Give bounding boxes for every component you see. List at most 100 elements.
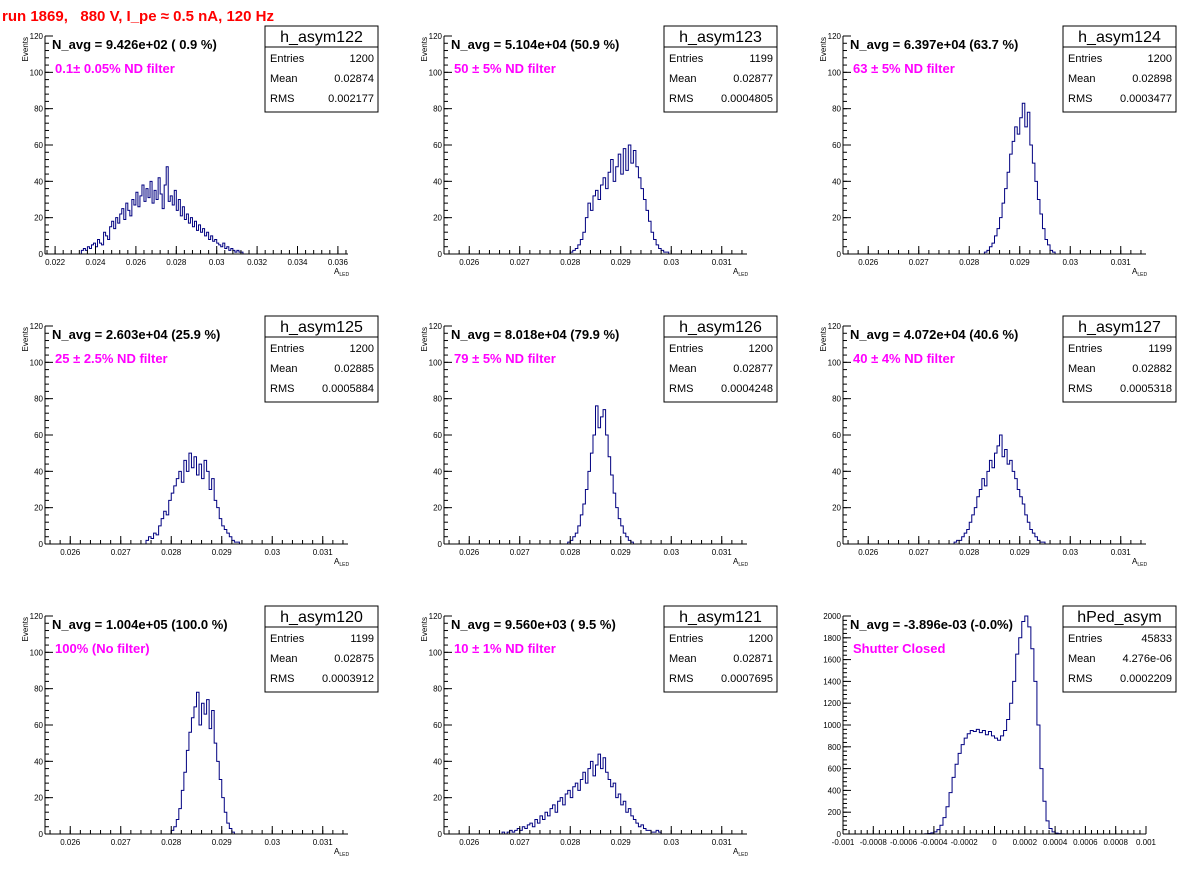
y-axis-title: Events	[21, 617, 30, 641]
y-tick-label: 1200	[823, 699, 841, 708]
y-tick-label: 0	[39, 250, 44, 259]
x-tick-label: 0.031	[313, 838, 334, 847]
filter-note: 79 ± 5% ND filter	[454, 351, 556, 366]
x-tick-label: 0.027	[111, 548, 132, 557]
y-tick-label: 600	[828, 765, 842, 774]
y-tick-label: 20	[832, 504, 841, 513]
y-tick-label: 80	[433, 685, 442, 694]
stats-value: 0.002177	[328, 93, 374, 105]
x-axis-title: ALED	[1132, 557, 1147, 568]
x-tick-label: 0.0008	[1103, 838, 1128, 847]
y-tick-label: 80	[34, 395, 43, 404]
stats-box	[1062, 315, 1177, 403]
x-axis-title-subscript: LED	[738, 852, 748, 858]
histogram-bars	[45, 166, 346, 255]
y-tick-label: 60	[34, 431, 43, 440]
stats-value: 0.0005884	[322, 383, 374, 395]
x-tick-label: -0.0002	[951, 838, 979, 847]
y-tick-label: 20	[34, 794, 43, 803]
stats-value: 1200	[749, 633, 773, 645]
y-tick-label: 1000	[823, 721, 841, 730]
x-tick-label: 0.026	[126, 258, 147, 267]
stats-label: Entries	[669, 53, 704, 65]
y-tick-label: 40	[433, 467, 442, 476]
y-tick-label: 60	[433, 431, 442, 440]
x-tick-label: 0.031	[712, 548, 733, 557]
y-tick-label: 80	[433, 105, 442, 114]
filter-note: 10 ± 1% ND filter	[454, 641, 556, 656]
filter-note: 100% (No filter)	[55, 641, 150, 656]
histogram-bars	[444, 753, 747, 835]
run-title: run 1869, 880 V, I_pe ≈ 0.5 nA, 120 Hz	[2, 8, 274, 25]
y-tick-label: 120	[30, 32, 44, 41]
navg-title: N_avg = 9.426e+02 ( 0.9 %)	[52, 37, 217, 52]
x-tick-label: 0.027	[111, 838, 132, 847]
y-tick-label: 60	[832, 431, 841, 440]
stats-value: 0.02877	[733, 363, 773, 375]
x-tick-label: 0.028	[161, 838, 182, 847]
y-tick-label: 80	[832, 395, 841, 404]
stats-value: 1200	[1148, 53, 1172, 65]
x-tick-label: 0.027	[510, 258, 531, 267]
x-axis-title-subscript: LED	[339, 562, 349, 568]
stats-label: Mean	[270, 363, 298, 375]
filter-note: 63 ± 5% ND filter	[853, 61, 955, 76]
histogram-panel-h_asym124: 0.026 0.027 0.028 0.029 0.03 0.031 0 20 40 60 80 10…	[819, 25, 1177, 278]
stats-value: 0.0004248	[721, 383, 773, 395]
y-tick-label: 100	[828, 68, 842, 77]
filter-note: Shutter Closed	[853, 641, 946, 656]
x-axis-title: ALED	[733, 267, 748, 278]
x-tick-label: 0.03	[209, 258, 225, 267]
x-axis-title-subscript: LED	[1137, 562, 1147, 568]
x-tick-label: 0.031	[1111, 548, 1132, 557]
x-tick-label: 0.026	[60, 548, 81, 557]
stats-box	[663, 605, 778, 693]
x-tick-label: 0.03	[264, 838, 280, 847]
stats-label: Mean	[270, 653, 298, 665]
stats-label: RMS	[669, 673, 693, 685]
stats-label: RMS	[270, 93, 294, 105]
stats-box	[663, 315, 778, 403]
stats-value: 1199	[749, 53, 773, 65]
x-axis-title-subscript: LED	[339, 272, 349, 278]
y-tick-label: 100	[30, 648, 44, 657]
y-tick-label: 80	[832, 105, 841, 114]
y-tick-label: 40	[832, 467, 841, 476]
stats-value: 4.276e-06	[1122, 653, 1172, 665]
y-tick-label: 40	[433, 177, 442, 186]
y-tick-label: 0	[438, 830, 443, 839]
x-axis-title: ALED	[733, 557, 748, 568]
stats-label: RMS	[669, 93, 693, 105]
x-tick-label: 0.027	[510, 548, 531, 557]
histogram-panel-h_asym121: 0.026 0.027 0.028 0.029 0.03 0.031 0 20 40 60 80 10…	[420, 605, 778, 858]
y-tick-label: 100	[30, 68, 44, 77]
stats-label: Mean	[1068, 363, 1096, 375]
x-tick-label: 0.03	[264, 548, 280, 557]
stats-label: RMS	[1068, 93, 1092, 105]
stats-label: RMS	[669, 383, 693, 395]
navg-title: N_avg = 8.018e+04 (79.9 %)	[451, 327, 619, 342]
stats-value: 0.02875	[334, 653, 374, 665]
stats-label: Entries	[1068, 633, 1103, 645]
histogram-name: h_asym125	[280, 319, 363, 336]
navg-title: N_avg = 1.004e+05 (100.0 %)	[52, 617, 228, 632]
y-tick-label: 20	[433, 794, 442, 803]
stats-label: Entries	[1068, 53, 1103, 65]
y-tick-label: 120	[828, 32, 842, 41]
histogram-bars	[45, 452, 323, 545]
y-tick-label: 2000	[823, 612, 841, 621]
x-axis-title: ALED	[334, 267, 349, 278]
stats-label: RMS	[1068, 383, 1092, 395]
y-tick-label: 120	[429, 32, 443, 41]
y-tick-label: 100	[429, 648, 443, 657]
y-tick-label: 80	[34, 685, 43, 694]
stats-box	[1062, 605, 1177, 693]
y-tick-label: 120	[429, 322, 443, 331]
y-tick-label: 60	[34, 721, 43, 730]
stats-value: 0.02898	[1132, 73, 1172, 85]
x-tick-label: 0.026	[459, 838, 480, 847]
y-tick-label: 60	[433, 141, 442, 150]
stats-value: 45833	[1141, 633, 1172, 645]
y-tick-label: 0	[39, 540, 44, 549]
